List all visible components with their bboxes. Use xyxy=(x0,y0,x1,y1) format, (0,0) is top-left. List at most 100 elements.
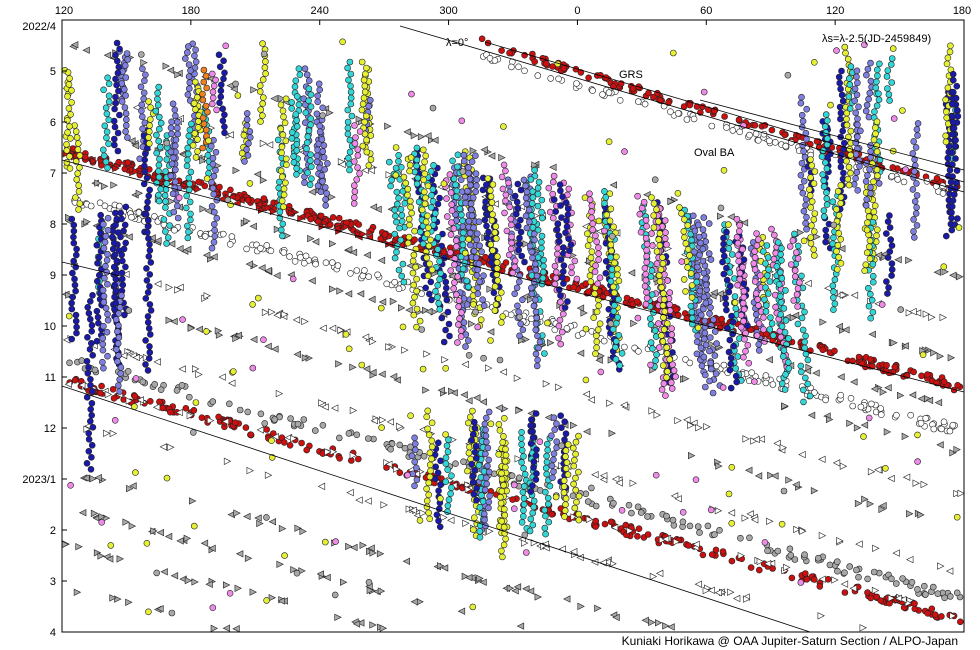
gray-spot xyxy=(663,512,670,520)
plume-spot xyxy=(523,188,531,196)
plume-spot xyxy=(608,265,616,273)
drift-marker xyxy=(563,595,571,603)
drift-marker xyxy=(170,572,179,580)
drift-marker xyxy=(513,374,522,382)
plume-spot xyxy=(443,213,451,220)
red-spot xyxy=(132,167,140,175)
plume-spot xyxy=(912,144,920,151)
plume-spot xyxy=(954,112,962,120)
plume-spot xyxy=(517,216,524,224)
plume-spot xyxy=(733,233,741,241)
drift-marker xyxy=(323,573,331,582)
plume-spot xyxy=(114,358,121,365)
plume-spot xyxy=(811,168,819,175)
plume-spot xyxy=(863,101,871,109)
plume-spot xyxy=(191,52,198,60)
plume-spot xyxy=(174,130,181,138)
plume-spot xyxy=(358,58,366,66)
drift-marker xyxy=(191,578,199,586)
plume-spot xyxy=(221,123,228,131)
plume-spot xyxy=(182,55,189,62)
plume-spot xyxy=(147,307,155,314)
plume-spot xyxy=(419,240,427,248)
plume-spot xyxy=(750,260,758,267)
plume-spot xyxy=(185,73,193,80)
drift-marker xyxy=(901,432,910,441)
plume-spot xyxy=(88,411,95,419)
plume-spot xyxy=(763,272,771,279)
white-oval xyxy=(226,241,234,248)
plume-spot xyxy=(487,241,495,248)
plume-spot xyxy=(194,136,201,143)
plume-spot xyxy=(532,260,539,268)
plume-spot xyxy=(468,158,476,165)
drift-marker xyxy=(78,509,87,517)
plume-spot xyxy=(507,245,515,253)
red-spot xyxy=(824,575,832,583)
plume-spot xyxy=(421,200,429,208)
plume-spot xyxy=(656,242,664,249)
drift-marker xyxy=(299,527,307,536)
plume-spot xyxy=(640,198,648,206)
drift-marker xyxy=(401,346,409,354)
plume-spot xyxy=(659,254,666,261)
gray-spot xyxy=(257,410,265,418)
plume-spot xyxy=(259,76,267,83)
gray-spot xyxy=(941,594,948,602)
white-oval xyxy=(297,253,304,261)
plume-spot xyxy=(84,369,92,377)
plume-spot xyxy=(352,134,359,141)
plume-spot xyxy=(100,220,107,228)
plume-spot xyxy=(316,86,324,94)
plume-spot xyxy=(818,153,826,160)
white-oval xyxy=(605,89,613,96)
plume-spot xyxy=(351,140,359,147)
plume-spot xyxy=(433,252,440,259)
plume-spot xyxy=(210,190,217,198)
plume-spot xyxy=(800,147,807,155)
plume-spot xyxy=(720,270,728,278)
red-spot xyxy=(411,236,418,243)
drift-marker xyxy=(140,58,148,67)
plume-spot xyxy=(769,332,777,339)
red-spot xyxy=(781,131,789,139)
plume-spot xyxy=(443,296,451,304)
white-oval xyxy=(353,267,361,274)
plume-spot xyxy=(147,259,155,266)
red-spot xyxy=(498,47,505,54)
plume-spot xyxy=(489,247,497,254)
plume-spot xyxy=(656,278,664,285)
plume-spot xyxy=(636,210,644,218)
plume-spot xyxy=(659,338,667,345)
plume-spot xyxy=(220,57,227,65)
drift-marker xyxy=(403,128,411,136)
plume-spot xyxy=(87,315,94,323)
plume-spot xyxy=(706,377,713,385)
plume-spot xyxy=(304,133,312,140)
plume-spot xyxy=(398,218,406,225)
plume-spot xyxy=(612,355,620,363)
plume-spot xyxy=(829,294,837,302)
plume-spot xyxy=(411,293,418,301)
plume-spot xyxy=(869,260,877,268)
plume-spot xyxy=(533,362,541,370)
plume-spot xyxy=(755,341,763,348)
plume-spot xyxy=(699,226,707,233)
plume-spot xyxy=(494,277,502,284)
gray-spot xyxy=(294,420,302,428)
plume-spot xyxy=(280,113,287,121)
plume-spot xyxy=(810,252,818,259)
gray-spot xyxy=(888,575,895,583)
plume-spot xyxy=(528,212,535,219)
plume-spot xyxy=(363,64,370,72)
plume-spot xyxy=(837,194,845,201)
plume-spot xyxy=(861,267,869,275)
drift-marker xyxy=(259,176,268,184)
drift-marker xyxy=(364,497,372,505)
plume-spot xyxy=(835,212,843,219)
red-spot xyxy=(924,609,932,617)
plume-spot xyxy=(216,63,224,71)
plume-spot xyxy=(707,359,714,367)
plume-spot xyxy=(290,159,298,166)
plume-spot xyxy=(526,242,534,250)
